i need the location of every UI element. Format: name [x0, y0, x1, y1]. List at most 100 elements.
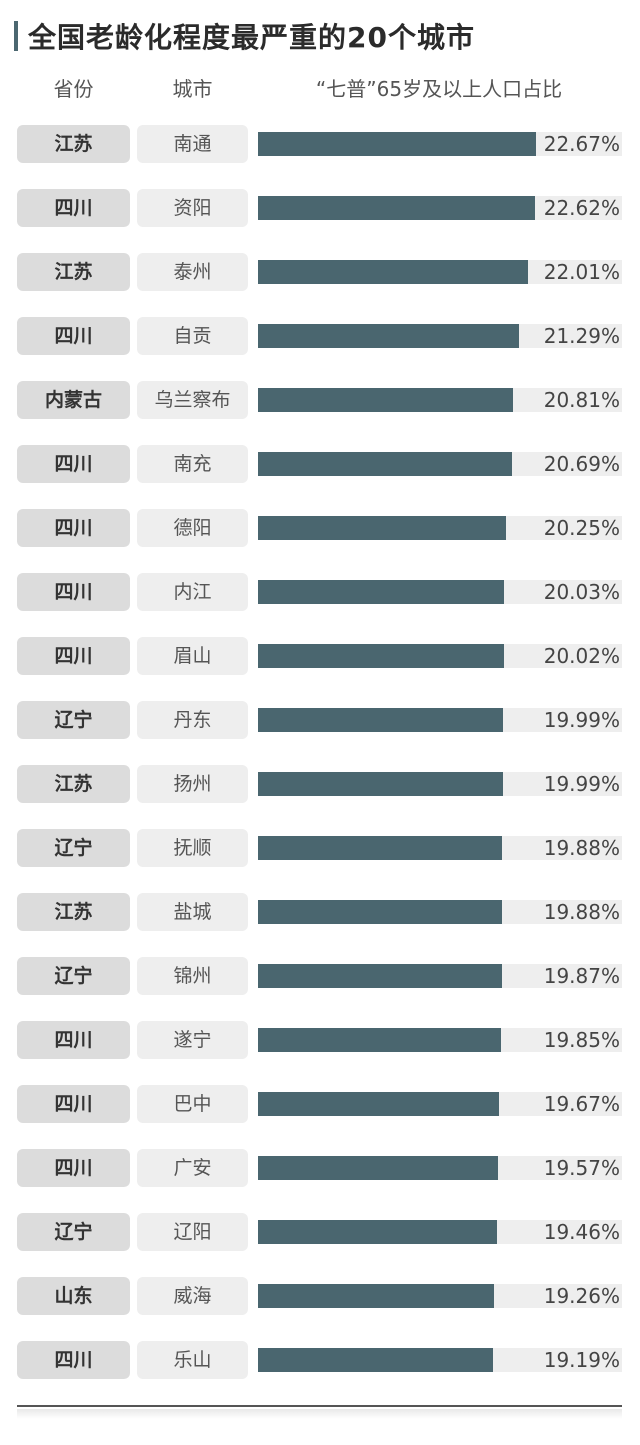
data-label: 20.69%	[543, 452, 620, 476]
data-label: 19.26%	[543, 1284, 620, 1308]
province-cell: 辽宁	[17, 701, 130, 739]
city-cell: 锦州	[137, 957, 248, 995]
bar	[258, 900, 502, 924]
city-cell: 南通	[137, 125, 248, 163]
data-label: 19.88%	[543, 900, 620, 924]
bar-track	[258, 836, 622, 860]
data-label: 19.88%	[543, 836, 620, 860]
data-label: 19.57%	[543, 1156, 620, 1180]
bar	[258, 708, 504, 732]
data-label: 22.01%	[543, 260, 620, 284]
city-cell: 自贡	[137, 317, 248, 355]
province-cell: 四川	[17, 1021, 130, 1059]
province-cell: 四川	[17, 1149, 130, 1187]
city-cell: 内江	[137, 573, 248, 611]
table-row: 辽宁 丹东 19.99%	[0, 701, 640, 739]
city-cell: 盐城	[137, 893, 248, 931]
city-cell: 辽阳	[137, 1213, 248, 1251]
table-row: 辽宁 锦州 19.87%	[0, 957, 640, 995]
bar-track	[258, 1156, 622, 1180]
table-row: 四川 资阳 22.62%	[0, 189, 640, 227]
city-cell: 乐山	[137, 1341, 248, 1379]
bar-track	[258, 1284, 622, 1308]
table-row: 山东 威海 19.26%	[0, 1277, 640, 1315]
table-row: 四川 广安 19.57%	[0, 1149, 640, 1187]
bar	[258, 836, 502, 860]
city-cell: 丹东	[137, 701, 248, 739]
table-row: 四川 巴中 19.67%	[0, 1085, 640, 1123]
table-row: 四川 自贡 21.29%	[0, 317, 640, 355]
city-cell: 乌兰察布	[137, 381, 248, 419]
bar	[258, 644, 504, 668]
table-row: 四川 内江 20.03%	[0, 573, 640, 611]
province-cell: 四川	[17, 573, 130, 611]
data-label: 19.85%	[543, 1028, 620, 1052]
province-cell: 辽宁	[17, 957, 130, 995]
table-row: 江苏 泰州 22.01%	[0, 253, 640, 291]
bar-track	[258, 580, 622, 604]
city-cell: 眉山	[137, 637, 248, 675]
province-cell: 辽宁	[17, 1213, 130, 1251]
table-row: 江苏 盐城 19.88%	[0, 893, 640, 931]
province-cell: 江苏	[17, 765, 130, 803]
city-cell: 德阳	[137, 509, 248, 547]
table-row: 四川 南充 20.69%	[0, 445, 640, 483]
bar-track	[258, 964, 622, 988]
bar-track	[258, 1348, 622, 1372]
data-label: 20.25%	[543, 516, 620, 540]
header-city: 城市	[172, 77, 213, 101]
bar	[258, 452, 512, 476]
province-cell: 四川	[17, 317, 130, 355]
bar	[258, 1284, 495, 1308]
bar	[258, 260, 528, 284]
bar	[258, 1348, 494, 1372]
bar-track	[258, 132, 622, 156]
bar	[258, 1156, 498, 1180]
city-cell: 广安	[137, 1149, 248, 1187]
data-label: 22.67%	[543, 132, 620, 156]
city-cell: 泰州	[137, 253, 248, 291]
table-row: 辽宁 辽阳 19.46%	[0, 1213, 640, 1251]
bar	[258, 1028, 502, 1052]
province-cell: 江苏	[17, 125, 130, 163]
province-cell: 四川	[17, 637, 130, 675]
bar	[258, 580, 504, 604]
header-ratio: “七普”65岁及以上人口占比	[315, 77, 563, 101]
bar	[258, 196, 536, 220]
table-row: 四川 眉山 20.02%	[0, 637, 640, 675]
province-cell: 江苏	[17, 253, 130, 291]
bottom-divider	[17, 1405, 622, 1407]
data-label: 19.99%	[543, 772, 620, 796]
table-row: 内蒙古 乌兰察布 20.81%	[0, 381, 640, 419]
city-cell: 巴中	[137, 1085, 248, 1123]
data-label: 19.87%	[543, 964, 620, 988]
province-cell: 内蒙古	[17, 381, 130, 419]
city-cell: 南充	[137, 445, 248, 483]
province-cell: 四川	[17, 1085, 130, 1123]
bar-track	[258, 1028, 622, 1052]
bar	[258, 516, 507, 540]
province-cell: 四川	[17, 509, 130, 547]
bar-track	[258, 452, 622, 476]
table-row: 四川 乐山 19.19%	[0, 1341, 640, 1379]
bar	[258, 388, 514, 412]
city-cell: 资阳	[137, 189, 248, 227]
data-label: 20.81%	[543, 388, 620, 412]
data-label: 20.03%	[543, 580, 620, 604]
bar-track	[258, 260, 622, 284]
chart-title: 全国老龄化程度最严重的20个城市	[28, 21, 475, 54]
bar-track	[258, 388, 622, 412]
bar	[258, 1092, 500, 1116]
table-row: 四川 遂宁 19.85%	[0, 1021, 640, 1059]
title-block: 全国老龄化程度最严重的20个城市	[14, 18, 475, 54]
data-label: 19.99%	[543, 708, 620, 732]
data-label: 20.02%	[543, 644, 620, 668]
bar	[258, 324, 520, 348]
city-cell: 抚顺	[137, 829, 248, 867]
bar-track	[258, 1220, 622, 1244]
data-label: 22.62%	[543, 196, 620, 220]
bar-track	[258, 644, 622, 668]
table-row: 辽宁 抚顺 19.88%	[0, 829, 640, 867]
data-label: 21.29%	[543, 324, 620, 348]
